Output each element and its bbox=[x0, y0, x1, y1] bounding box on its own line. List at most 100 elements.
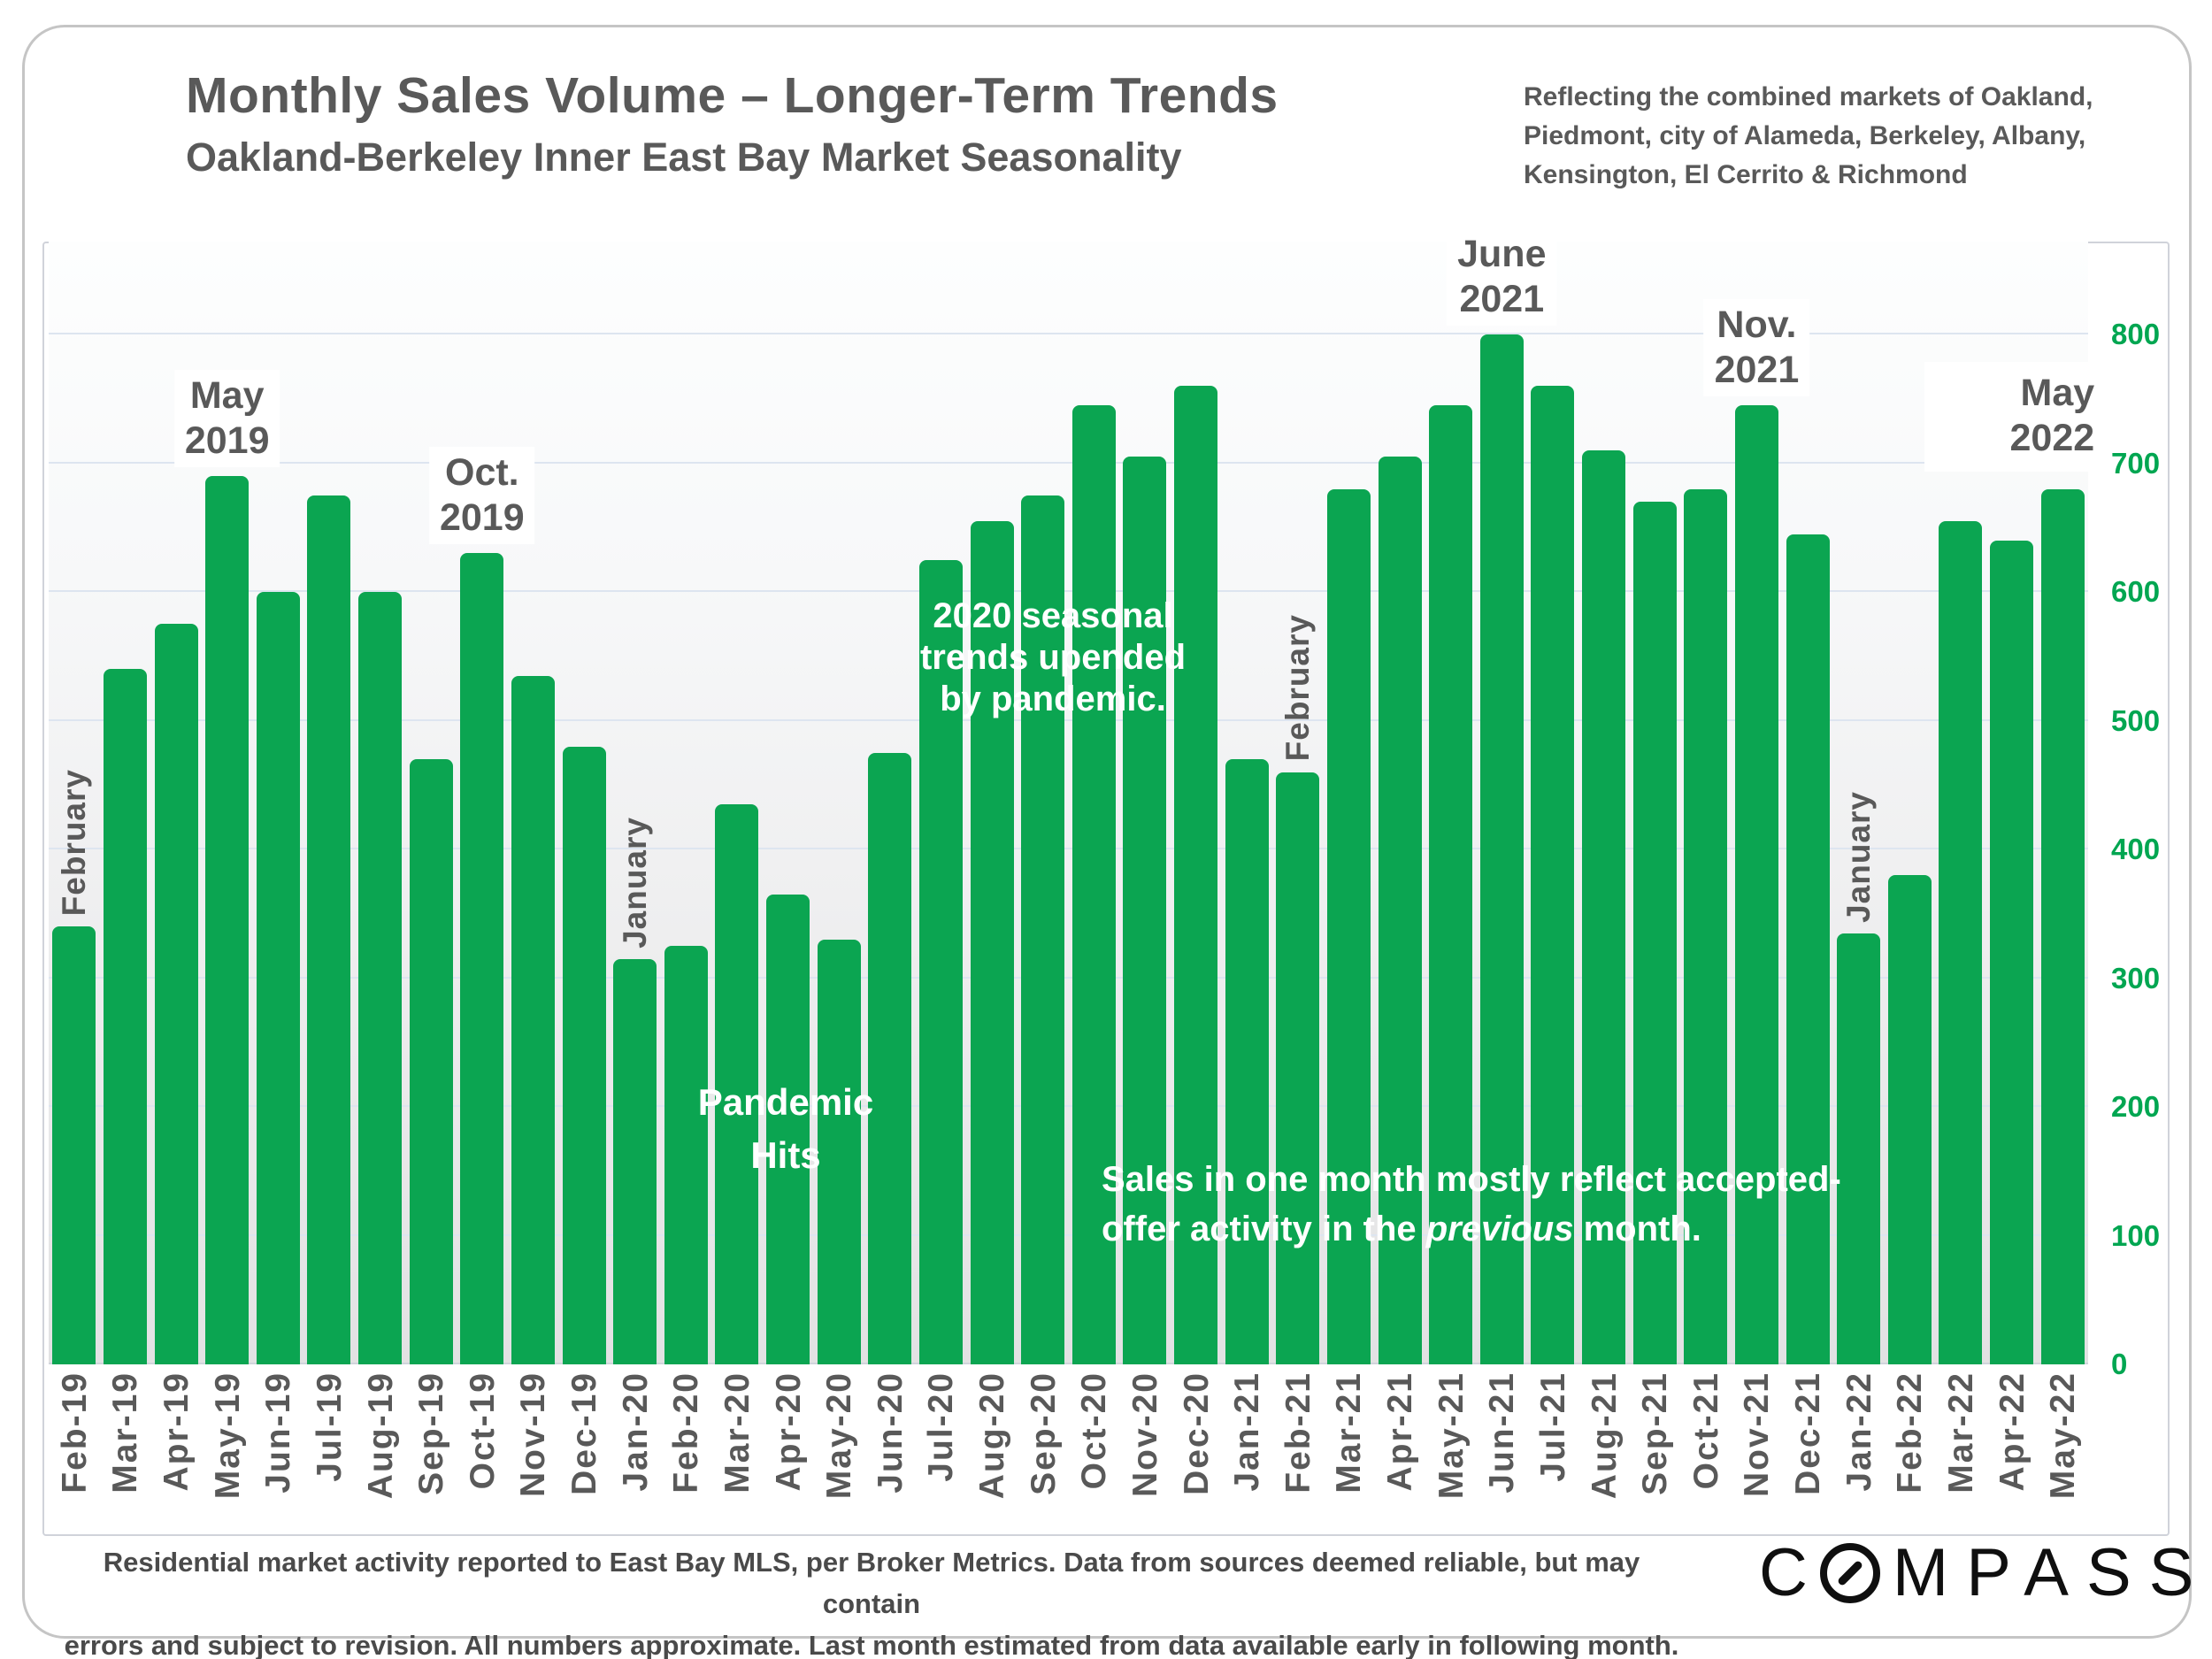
annotation-may-2022: May 2022 bbox=[1924, 361, 2109, 472]
bar-Feb-20 bbox=[664, 946, 708, 1364]
x-tick-Jan-22: Jan-22 bbox=[1839, 1371, 1878, 1492]
x-tick-Apr-19: Apr-19 bbox=[157, 1371, 196, 1492]
x-tick-Jan-20: Jan-20 bbox=[616, 1371, 655, 1492]
gridline-400 bbox=[49, 848, 2088, 849]
bar-Apr-21 bbox=[1378, 457, 1422, 1364]
footer-line-1: Residential market activity reported to … bbox=[103, 1547, 1640, 1619]
callout-sales-note: Sales in one month mostly reflect accept… bbox=[1102, 1160, 1841, 1248]
x-tick-Nov-19: Nov-19 bbox=[514, 1371, 553, 1498]
x-tick-Nov-21: Nov-21 bbox=[1738, 1371, 1777, 1498]
y-tick-400: 400 bbox=[2111, 833, 2161, 865]
gridline-500 bbox=[49, 718, 2088, 721]
x-tick-Aug-20: Aug-20 bbox=[973, 1371, 1012, 1500]
callout-pandemic-hits: Pandemic Hits bbox=[697, 1081, 874, 1176]
x-tick-Feb-20: Feb-20 bbox=[667, 1371, 706, 1494]
bar-Nov-19 bbox=[511, 675, 555, 1364]
footer-disclaimer: Residential market activity reported to … bbox=[53, 1541, 1690, 1659]
bar-Sep-19 bbox=[409, 759, 453, 1364]
x-tick-Jan-21: Jan-21 bbox=[1228, 1371, 1267, 1492]
compass-needle-icon bbox=[1819, 1542, 1880, 1603]
bar-Jan-22 bbox=[1837, 933, 1881, 1364]
bar-Mar-19 bbox=[103, 669, 147, 1364]
bar-Dec-21 bbox=[1786, 534, 1830, 1364]
x-tick-Feb-19: Feb-19 bbox=[55, 1371, 94, 1494]
y-tick-500: 500 bbox=[2111, 703, 2161, 737]
bar-May-21 bbox=[1429, 405, 1473, 1364]
annotation-oct-2019: Oct. 2019 bbox=[428, 447, 535, 545]
x-tick-Mar-22: Mar-22 bbox=[1941, 1371, 1980, 1494]
bar-Jun-19 bbox=[256, 592, 300, 1364]
bar-Aug-21 bbox=[1582, 449, 1626, 1364]
x-tick-Aug-19: Aug-19 bbox=[361, 1371, 400, 1500]
x-tick-May-20: May-20 bbox=[820, 1371, 859, 1500]
bar-Mar-20 bbox=[715, 804, 759, 1364]
gridline-300 bbox=[49, 976, 2088, 979]
compass-logo-letter-c: C bbox=[1759, 1535, 1809, 1610]
bar-Feb-22 bbox=[1887, 875, 1932, 1364]
x-tick-Jul-19: Jul-19 bbox=[310, 1371, 349, 1482]
gridline-800 bbox=[49, 333, 2088, 334]
y-tick-300: 300 bbox=[2111, 961, 2161, 995]
x-tick-Feb-22: Feb-22 bbox=[1891, 1371, 1930, 1494]
bar-Jun-20 bbox=[868, 752, 912, 1364]
annotation-june-2021: June 2021 bbox=[1447, 228, 1557, 326]
x-tick-Jun-21: Jun-21 bbox=[1483, 1371, 1522, 1494]
bar-Apr-20 bbox=[766, 894, 810, 1364]
bar-Feb-19 bbox=[52, 926, 96, 1364]
gridline-600 bbox=[49, 590, 2088, 592]
callout-seasonal-2020: 2020 seasonal trends upended by pandemic. bbox=[919, 596, 1187, 718]
y-tick-700: 700 bbox=[2111, 446, 2161, 480]
bar-Jan-20 bbox=[613, 958, 657, 1364]
y-tick-100: 100 bbox=[2111, 1218, 2161, 1252]
x-tick-Mar-19: Mar-19 bbox=[106, 1371, 145, 1494]
x-tick-Apr-21: Apr-21 bbox=[1381, 1371, 1420, 1492]
bar-Aug-20 bbox=[970, 520, 1014, 1364]
bar-May-19 bbox=[205, 476, 250, 1364]
x-tick-Dec-21: Dec-21 bbox=[1789, 1371, 1828, 1495]
x-tick-Jun-20: Jun-20 bbox=[871, 1371, 910, 1494]
x-tick-Sep-19: Sep-19 bbox=[412, 1371, 451, 1495]
annotation-rotated-Feb-19: February bbox=[55, 768, 92, 917]
gridline-100 bbox=[49, 1233, 2088, 1236]
x-tick-Oct-20: Oct-20 bbox=[1075, 1371, 1114, 1490]
x-tick-Jun-19: Jun-19 bbox=[259, 1371, 298, 1494]
compass-logo-letters: MPASS bbox=[1892, 1535, 2212, 1610]
bar-Oct-19 bbox=[460, 553, 504, 1364]
bar-Sep-20 bbox=[1021, 495, 1065, 1364]
y-tick-600: 600 bbox=[2111, 575, 2161, 608]
bar-Dec-19 bbox=[562, 746, 606, 1364]
bar-Dec-20 bbox=[1174, 386, 1218, 1364]
x-tick-Oct-21: Oct-21 bbox=[1686, 1371, 1725, 1490]
compass-logo: C MPASS bbox=[1759, 1534, 2211, 1611]
bar-Apr-19 bbox=[154, 624, 198, 1364]
x-tick-Dec-19: Dec-19 bbox=[565, 1371, 604, 1495]
bar-Apr-22 bbox=[1990, 540, 2034, 1364]
x-tick-Jul-20: Jul-20 bbox=[922, 1371, 961, 1482]
x-tick-May-19: May-19 bbox=[208, 1371, 247, 1500]
annotation-rotated-Jan-22: January bbox=[1839, 790, 1877, 923]
bar-Jan-21 bbox=[1225, 759, 1269, 1364]
annotation-rotated-Jan-20: January bbox=[616, 816, 653, 949]
bar-Jul-19 bbox=[307, 495, 351, 1364]
x-tick-May-21: May-21 bbox=[1432, 1371, 1471, 1500]
annotation-rotated-Feb-21: February bbox=[1279, 614, 1316, 762]
gridline-700 bbox=[49, 461, 2088, 464]
x-tick-Sep-20: Sep-20 bbox=[1024, 1371, 1063, 1495]
bar-Mar-21 bbox=[1326, 488, 1371, 1364]
bar-Sep-21 bbox=[1632, 502, 1677, 1364]
gridline-0 bbox=[49, 1363, 2088, 1364]
bar-May-22 bbox=[2040, 488, 2085, 1364]
bar-Aug-19 bbox=[358, 592, 403, 1364]
annotation-may-2019: May 2019 bbox=[173, 370, 280, 468]
x-tick-Sep-21: Sep-21 bbox=[1636, 1371, 1675, 1495]
x-tick-Dec-20: Dec-20 bbox=[1177, 1371, 1216, 1495]
bar-Mar-22 bbox=[1939, 520, 1983, 1364]
bar-Nov-20 bbox=[1123, 457, 1167, 1364]
x-tick-Nov-20: Nov-20 bbox=[1125, 1371, 1164, 1498]
x-tick-Mar-20: Mar-20 bbox=[718, 1371, 757, 1494]
gridline-200 bbox=[49, 1105, 2088, 1107]
bar-Jul-20 bbox=[918, 559, 963, 1364]
x-tick-Aug-21: Aug-21 bbox=[1585, 1371, 1624, 1500]
bar-chart-plot-area: May 2019 Oct. 2019 June 2021 Nov. 2021 May 2022 Fe… bbox=[49, 228, 2109, 1364]
